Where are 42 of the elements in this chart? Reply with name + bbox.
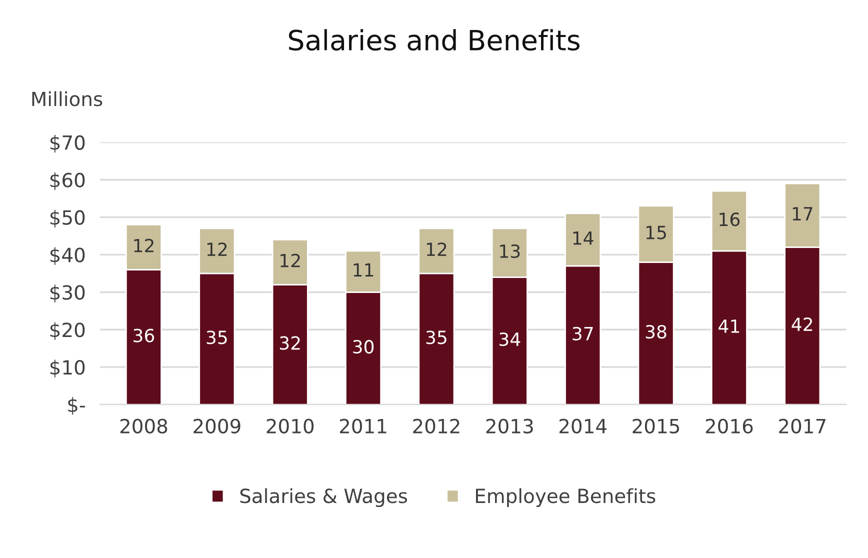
x-tick-label: 2016	[706, 418, 753, 434]
data-label: 34	[500, 332, 520, 346]
data-label: 12	[207, 242, 227, 256]
legend-label: Salaries & Wages	[240, 488, 408, 508]
x-tick-label: 2013	[486, 418, 533, 434]
y-tick-label: $50	[50, 210, 85, 228]
data-label: 11	[354, 263, 374, 277]
y-tick-label: $10	[50, 360, 85, 378]
x-tick-label: 2015	[632, 418, 680, 434]
x-tick-label: 2017	[779, 418, 826, 434]
data-label: 12	[426, 242, 446, 256]
x-tick-label: 2014	[560, 418, 606, 434]
legend-label: Employee Benefits	[476, 488, 656, 508]
data-label: 32	[280, 336, 300, 350]
data-label: 12	[134, 238, 154, 252]
data-label: 13	[500, 244, 520, 258]
data-label: 35	[206, 330, 227, 344]
y-tick-label: $30	[50, 284, 85, 302]
data-label: 14	[573, 232, 594, 245]
data-label: 12	[280, 254, 300, 268]
data-label: 38	[646, 324, 666, 339]
data-label: 17	[792, 207, 812, 220]
y-tick-label: $60	[50, 172, 85, 190]
x-tick-label: 2010	[266, 418, 314, 434]
data-label: 37	[572, 326, 593, 340]
y-tick-label: $70	[50, 134, 85, 153]
data-label: 36	[134, 328, 154, 342]
data-label: 15	[646, 226, 666, 240]
data-label: 30	[353, 340, 374, 354]
x-tick-label: 2008	[120, 418, 168, 434]
y-axis-title: Millions	[32, 91, 102, 106]
y-tick-label: $-	[68, 397, 85, 415]
x-tick-label: 2009	[194, 418, 240, 434]
chart-title: Salaries and Benefits	[288, 29, 580, 51]
x-tick-label: 2011	[340, 418, 386, 434]
data-label: 16	[720, 212, 740, 226]
data-label: 42	[792, 317, 812, 331]
y-tick-label: $20	[50, 322, 85, 340]
data-label: 41	[718, 320, 740, 333]
y-tick-label: $40	[50, 247, 85, 265]
x-tick-label: 2012	[413, 418, 460, 434]
data-label: 35	[426, 330, 446, 344]
